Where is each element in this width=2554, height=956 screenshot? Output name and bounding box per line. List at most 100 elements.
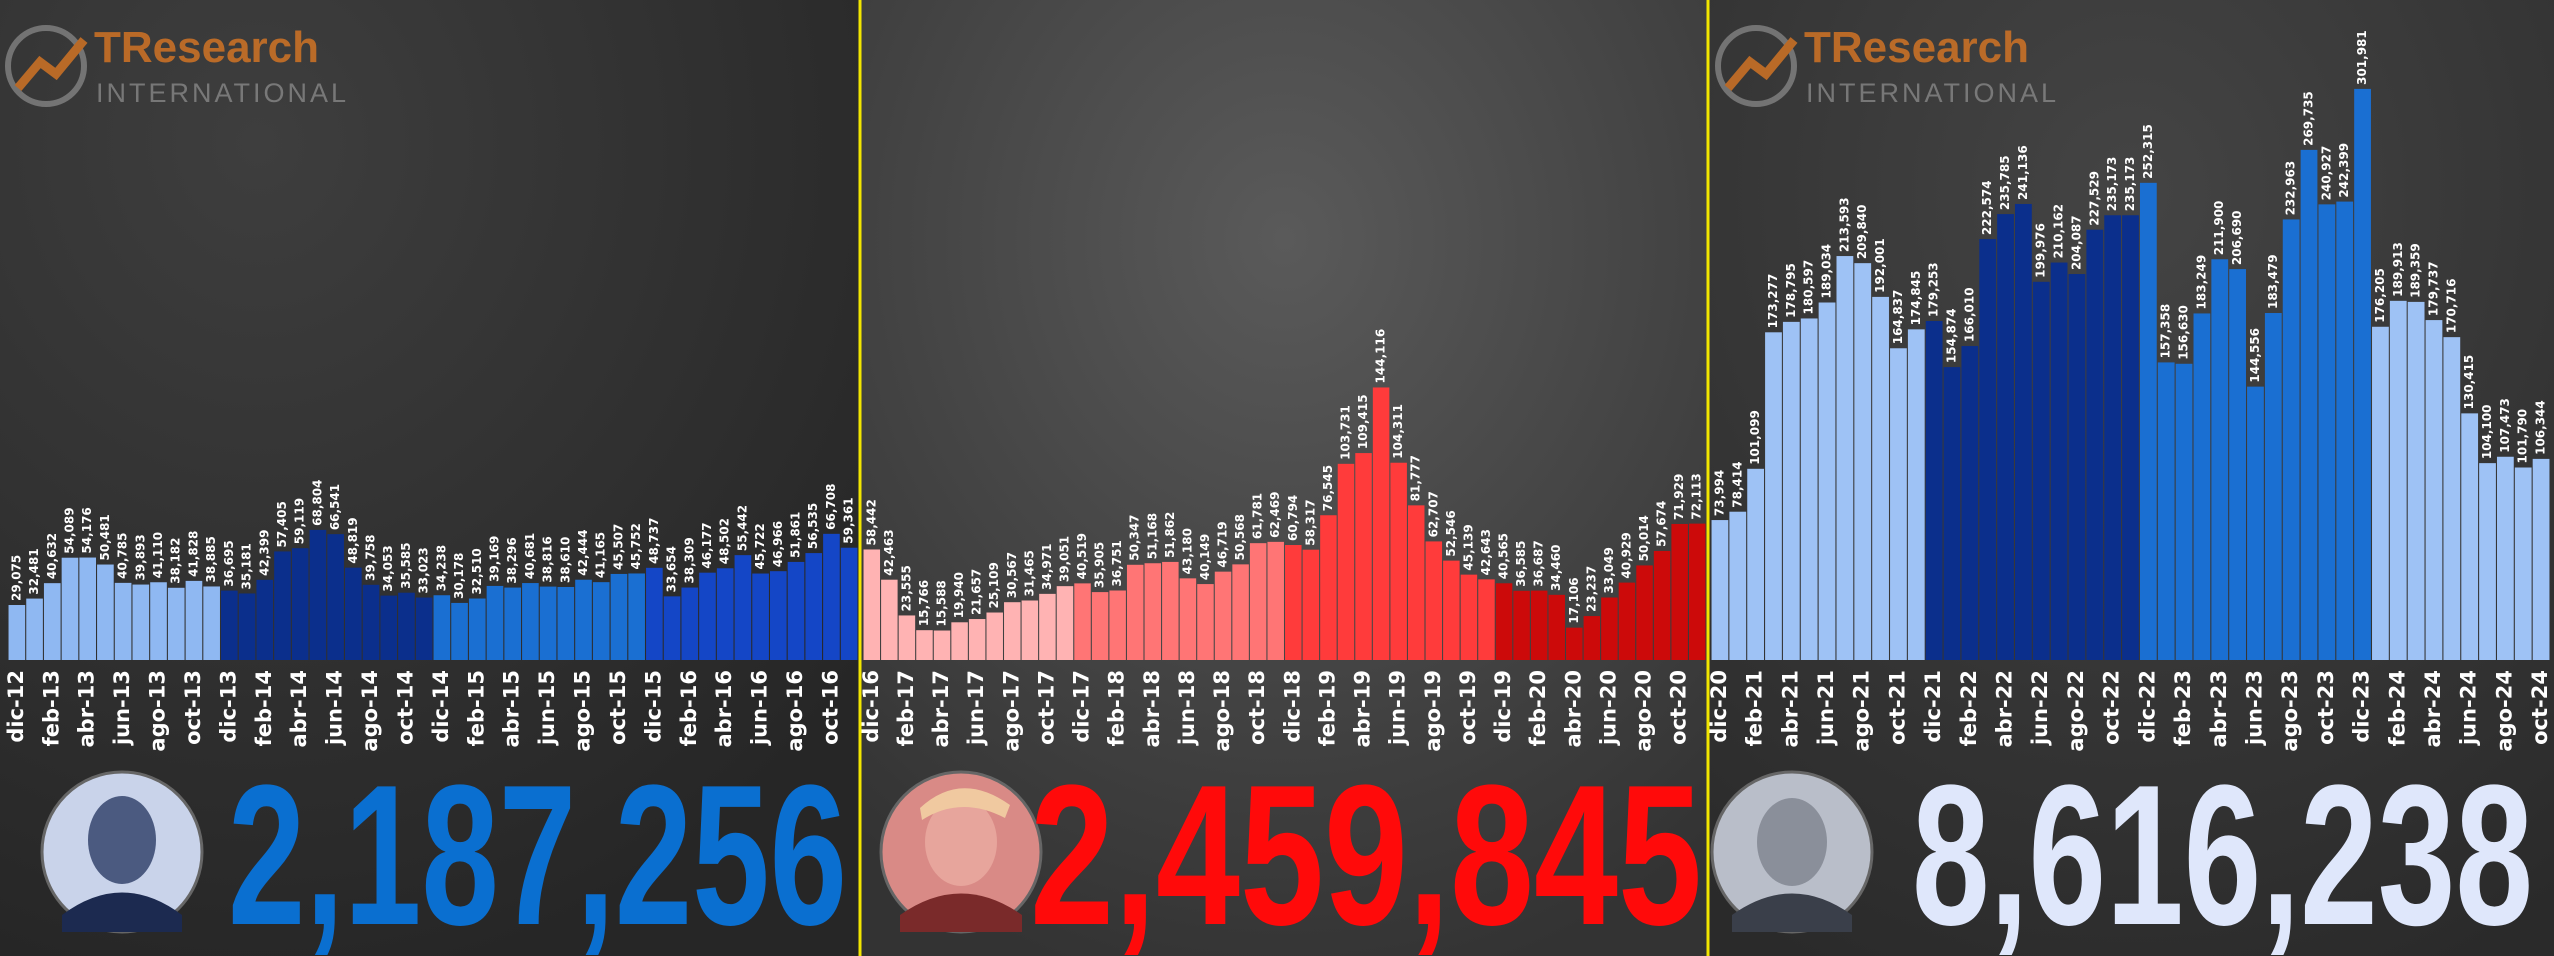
value-label: 73,994 [1712,470,1726,516]
value-label: 42,463 [882,529,896,575]
x-tick-label: ago-14 [358,670,382,752]
value-label: 174,845 [1909,271,1923,326]
bar [628,573,645,660]
bar [2158,362,2175,660]
bar [1390,463,1407,660]
x-tick-label: dic-23 [2350,670,2374,743]
bar [717,568,734,660]
value-label: 204,087 [2069,215,2083,270]
value-label: 130,415 [2462,355,2476,410]
bar [2104,215,2121,660]
value-label: 62,707 [1426,491,1440,537]
x-tick-label: jun-17 [964,670,988,746]
x-tick-label: feb-22 [1957,670,1981,746]
x-tick-label: dic-15 [641,670,665,743]
bar [1320,515,1337,660]
bar [115,583,132,660]
x-tick-label: dic-20 [1707,670,1731,743]
bar [2497,457,2514,660]
value-label: 192,001 [1873,238,1887,293]
bar [2354,89,2371,660]
value-label: 103,731 [1338,405,1352,460]
portrait [1712,772,1872,932]
bar [664,596,681,660]
x-tick-label: dic-18 [1280,670,1304,743]
value-label: 235,173 [2123,157,2137,212]
bar [1250,543,1267,660]
value-label: 17,106 [1567,577,1581,623]
bar [186,581,203,660]
bar [1127,565,1144,660]
x-tick-label: ago-24 [2492,670,2516,752]
bar [274,551,291,660]
bar [2229,269,2246,660]
bar [44,583,61,660]
bar [62,558,79,660]
bar [1729,512,1746,660]
value-label: 50,568 [1233,514,1247,560]
value-label: 180,597 [1802,260,1816,315]
bar [1022,600,1039,660]
bar [434,595,451,660]
x-tick-label: oct-14 [393,670,417,745]
bar [1109,590,1126,660]
x-tick-label: jun-24 [2457,670,2481,746]
value-label: 39,051 [1057,536,1071,582]
bar [2122,215,2139,660]
value-label: 57,405 [275,501,289,547]
bar [2426,320,2443,660]
value-label: 62,469 [1268,492,1282,538]
value-label: 25,109 [987,562,1001,608]
value-label: 48,819 [346,517,360,563]
value-label: 104,100 [2480,404,2494,459]
bar [1619,583,1636,660]
bar [951,622,968,660]
bar [1944,367,1961,660]
value-label: 211,900 [2212,201,2226,256]
bar [1004,602,1021,660]
value-label: 269,735 [2302,91,2316,146]
bar [1303,550,1320,660]
value-label: 176,205 [2373,268,2387,323]
bar [487,586,504,660]
value-label: 15,588 [935,580,949,626]
value-label: 34,460 [1549,545,1563,591]
bar [1908,329,1925,660]
bar [1426,541,1443,660]
bar [469,599,486,660]
x-tick-label: ago-18 [1210,670,1234,752]
bar [310,530,327,660]
x-tick-label: oct-17 [1034,670,1058,745]
bar [1092,592,1109,660]
x-tick-label: ago-22 [2064,670,2088,752]
bar [327,534,344,660]
value-label: 227,529 [2087,171,2101,226]
value-label: 51,861 [789,512,803,558]
value-label: 32,481 [27,548,41,594]
value-label: 32,510 [470,548,484,594]
value-label: 252,315 [2141,124,2155,179]
value-label: 101,790 [2516,409,2530,464]
bar [150,582,167,660]
bar [168,588,185,660]
x-tick-label: oct-20 [1667,670,1691,745]
bar [2372,327,2389,660]
x-tick-label: feb-16 [677,670,701,746]
x-tick-label: oct-15 [606,670,630,745]
value-label: 30,567 [1005,552,1019,598]
bar [451,603,468,660]
value-label: 81,777 [1409,455,1423,501]
portrait [42,772,202,932]
bar [2265,313,2282,660]
value-label: 109,415 [1356,394,1370,449]
value-label: 41,110 [151,532,165,578]
x-tick-label: oct-23 [2314,670,2338,745]
total: 8,616,238 [1912,744,2533,956]
total: 2,459,845 [1030,744,1702,956]
value-label: 164,837 [1891,290,1905,345]
x-tick-label: abr-23 [2207,670,2231,748]
bar [1979,239,1996,660]
bar [1232,564,1249,660]
bar [1145,563,1162,660]
bar [1443,561,1460,660]
